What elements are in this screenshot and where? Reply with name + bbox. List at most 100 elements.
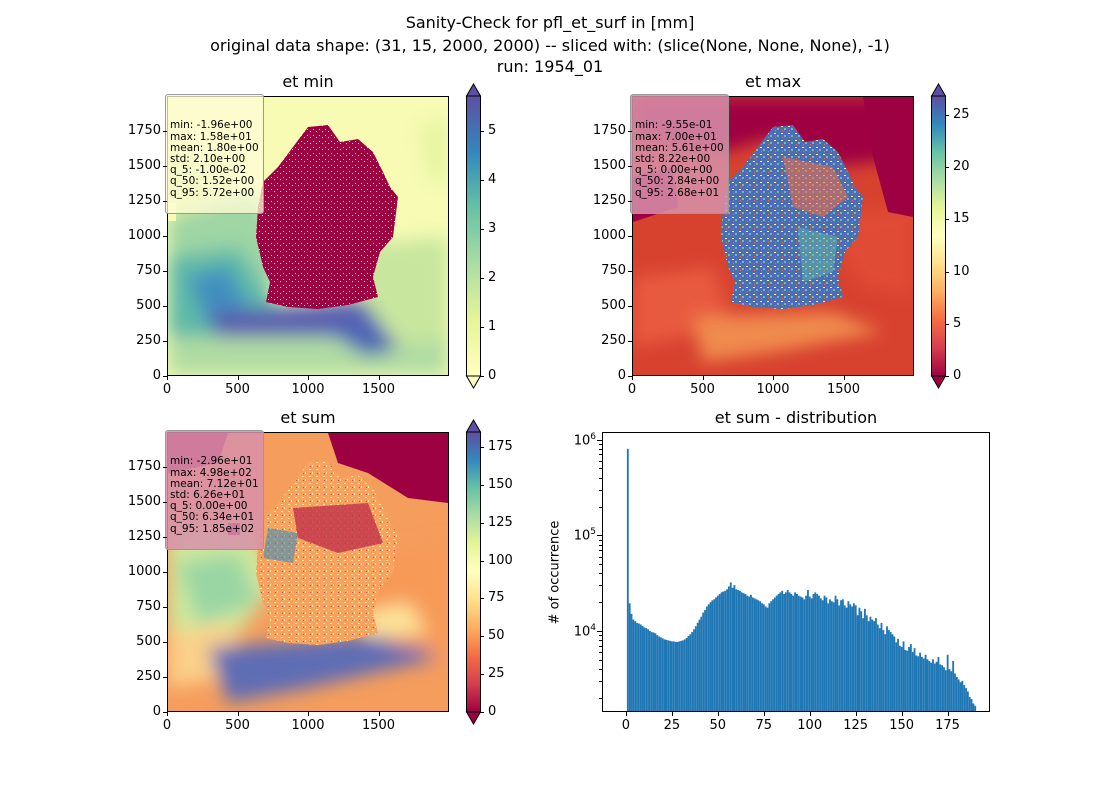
- y-tick-label: 0: [617, 368, 626, 383]
- histogram-bar: [799, 596, 802, 711]
- y-tick-label: 1500: [592, 158, 626, 173]
- histogram-bar: [696, 622, 699, 711]
- y-tick-mark: [628, 166, 632, 167]
- y-tick-mark: [163, 572, 167, 573]
- histogram-bar: [645, 628, 648, 711]
- histogram-bar: [658, 636, 660, 711]
- histogram-bar: [808, 596, 811, 711]
- colorbar-tick-mark: [480, 376, 484, 377]
- colorbar-tick-label: 2: [488, 270, 497, 286]
- histogram-bar: [924, 654, 927, 711]
- histogram-bar: [814, 592, 817, 711]
- histogram-bar: [707, 604, 710, 711]
- hist-y-minor-tick: [599, 669, 602, 671]
- histogram-bar: [757, 600, 760, 711]
- colorbar-tick-label: 15: [953, 211, 970, 227]
- colorbar-tick-label: 75: [488, 590, 505, 606]
- hist-y-tick-label: 105: [562, 527, 596, 543]
- stats-box-et-min: min: -1.96e+00 max: 1.58e+01 mean: 1.80e+0…: [165, 94, 264, 215]
- histogram-bar: [715, 597, 717, 711]
- stat-line: q_5: 0.00e+00: [170, 500, 248, 513]
- histogram-bar: [819, 598, 822, 711]
- histogram-bar: [709, 602, 712, 711]
- x-tick-mark: [843, 376, 845, 380]
- stat-line: max: 4.98e+02: [170, 466, 252, 479]
- histogram-bar: [840, 600, 842, 711]
- stat-line: min: -1.96e+00: [170, 119, 253, 132]
- stat-line: mean: 7.12e+01: [170, 477, 259, 490]
- colorbar-tick-label: 0: [488, 368, 497, 383]
- panel-title-et-min: et min: [282, 72, 334, 91]
- histogram-bar: [744, 593, 747, 711]
- x-tick-mark: [308, 712, 309, 716]
- histogram-bar: [895, 642, 898, 711]
- colorbar-tick-label: 125: [488, 514, 513, 530]
- colorbar-tick-label: 50: [488, 628, 505, 644]
- histogram-plot: [602, 432, 990, 712]
- histogram-bar: [632, 619, 635, 711]
- histogram-bar: [682, 640, 684, 711]
- hist-y-minor-tick: [599, 550, 602, 552]
- histogram-bar: [873, 621, 876, 711]
- y-tick-label: 250: [136, 333, 161, 348]
- histogram-bar: [676, 641, 679, 711]
- y-tick-mark: [163, 376, 167, 377]
- hist-y-tick-label: 106: [562, 432, 596, 448]
- y-tick-label: 1250: [592, 193, 626, 208]
- colorbar-tick-mark: [480, 598, 484, 600]
- histogram-bar: [654, 633, 657, 711]
- histogram-bar: [687, 636, 690, 711]
- hist-y-tick-label: 104: [562, 623, 596, 639]
- histogram-bar: [858, 607, 861, 711]
- histogram-bar: [796, 593, 798, 711]
- panel-title-et-sum: et sum: [280, 408, 336, 427]
- y-tick-label: 500: [136, 634, 161, 649]
- histogram-bar: [779, 592, 782, 711]
- figure-title-line3: run: 1954_01: [496, 57, 604, 76]
- histogram-bar: [722, 591, 725, 711]
- histogram-bar: [751, 597, 754, 711]
- histogram-bar: [726, 589, 728, 711]
- y-tick-mark: [163, 131, 167, 132]
- stat-line: q_5: 0.00e+00: [635, 164, 713, 177]
- colorbar-tick-mark: [480, 674, 484, 676]
- colorbar-tick-mark: [480, 484, 484, 486]
- histogram-bar: [683, 639, 686, 711]
- x-tick-mark: [167, 712, 168, 716]
- hist-y-minor-tick: [599, 602, 602, 604]
- histogram-bar: [801, 597, 804, 711]
- colorbar-gradient: [930, 83, 947, 389]
- histogram-bar: [784, 592, 787, 711]
- y-tick-label: 1750: [127, 459, 161, 474]
- histogram-bar: [711, 600, 714, 711]
- histogram-bar: [626, 448, 629, 711]
- colorbar-body: [466, 431, 481, 713]
- histogram-bar: [805, 595, 808, 711]
- histogram-bar: [740, 592, 743, 711]
- hist-x-tick-mark: [763, 712, 765, 716]
- x-tick-label: 500: [690, 382, 715, 397]
- histogram-bar: [959, 682, 962, 711]
- histogram-bar: [761, 603, 763, 711]
- histogram-bar: [845, 607, 848, 711]
- colorbar-extend-bottom: [465, 711, 482, 725]
- hist-y-tick-mark: [597, 631, 602, 633]
- figure-title-line2: original data shape: (31, 15, 2000, 2000…: [210, 36, 890, 55]
- colorbar-tick-label: 25: [488, 666, 505, 682]
- colorbar-tick-label: 150: [488, 476, 513, 492]
- y-tick-label: 250: [136, 669, 161, 684]
- stat-line: std: 6.26e+01: [170, 489, 246, 502]
- histogram-bar: [864, 608, 866, 711]
- hist-x-tick-mark: [901, 712, 903, 716]
- histogram-bar: [720, 592, 723, 711]
- hist-y-minor-tick: [599, 544, 602, 546]
- colorbar-extend-top: [930, 83, 947, 97]
- y-tick-mark: [163, 201, 167, 202]
- x-tick-label: 1000: [291, 382, 325, 397]
- x-tick-mark: [378, 376, 380, 380]
- histogram-bar: [928, 660, 931, 711]
- colorbar-tick-mark: [945, 167, 949, 169]
- colorbar-tick-label: 4: [488, 172, 497, 188]
- y-tick-label: 1000: [592, 228, 626, 243]
- x-tick-label: 0: [162, 718, 172, 733]
